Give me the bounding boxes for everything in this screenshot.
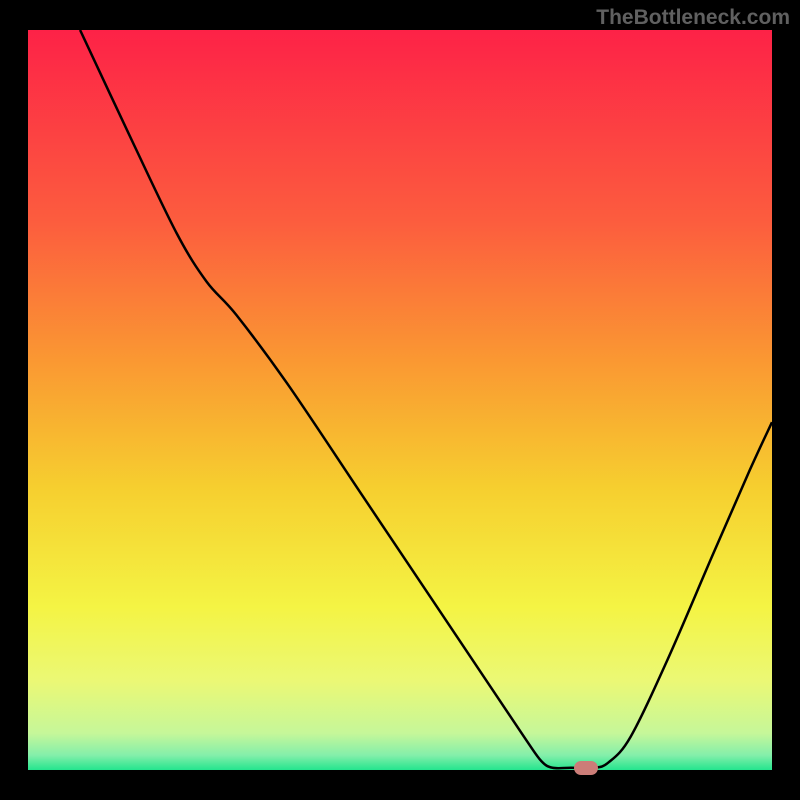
optimal-point-marker	[574, 761, 598, 775]
bottleneck-curve	[80, 30, 772, 768]
bottleneck-curve-layer	[0, 0, 800, 800]
watermark-text: TheBottleneck.com	[596, 6, 790, 30]
